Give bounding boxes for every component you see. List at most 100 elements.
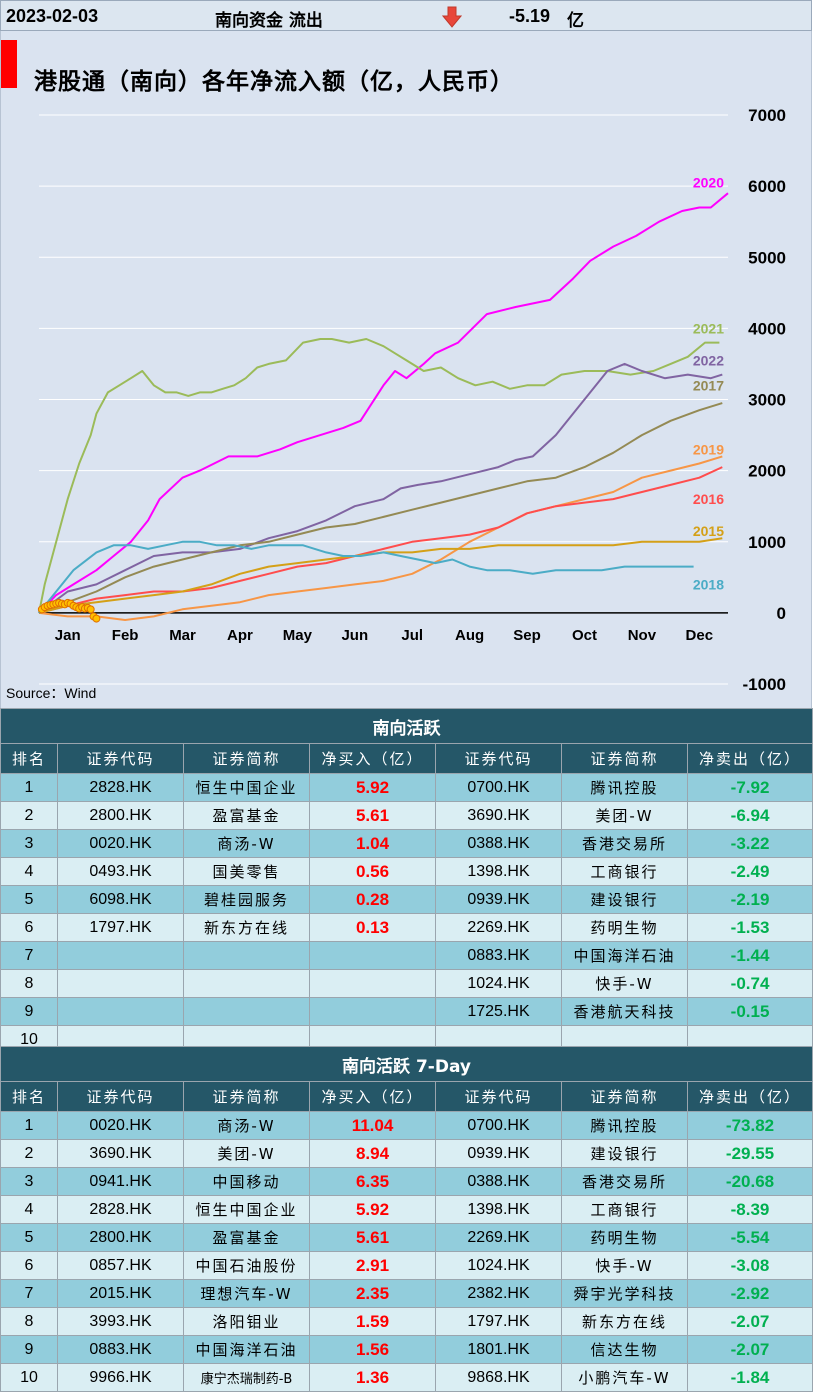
sell-name-cell: 舜宇光学科技 [561,1279,688,1308]
rank-cell: 5 [0,1223,58,1252]
column-header: 证券代码 [435,1081,562,1112]
net-sell-cell: -0.74 [686,969,814,998]
buy-name-cell: 国美零售 [183,857,310,886]
net-buy-cell: 1.04 [309,829,436,858]
net-buy-cell: 1.56 [309,1335,436,1364]
series-line [38,192,729,614]
buy-code-cell: 2800.HK [57,1223,184,1252]
net-sell-cell: -3.22 [686,829,814,858]
sell-code-cell: 1398.HK [435,1195,562,1224]
series-line [38,402,723,614]
series-label: 2022 [693,352,724,368]
buy-name-cell: 中国海洋石油 [183,1335,310,1364]
table-row: 8 1024.HK 快手-W -0.74 [0,969,814,998]
x-tick-label: Sep [513,627,541,644]
sell-code-cell: 1024.HK [435,969,562,998]
rank-cell: 9 [0,997,58,1026]
buy-name-cell: 盈富基金 [183,1223,310,1252]
buy-name-cell: 恒生中国企业 [183,773,310,802]
y-tick-label: -1000 [743,675,786,694]
column-header: 净卖出（亿） [686,1081,814,1112]
net-buy-cell: 5.92 [309,773,436,802]
buy-name-cell: 理想汽车-W [183,1279,310,1308]
series-line [38,338,720,614]
table-row: 5 2800.HK 盈富基金 5.61 2269.HK 药明生物 -5.54 [0,1223,814,1252]
rank-cell: 8 [0,1307,58,1336]
net-sell-cell: -2.19 [686,885,814,914]
flow-unit: 亿 [567,11,584,31]
date-label: 2023-02-03 [6,6,99,26]
net-buy-cell: 6.35 [309,1167,436,1196]
buy-code-cell: 0857.HK [57,1251,184,1280]
series-label: 2015 [693,523,724,539]
table-title: 南向活跃 [0,708,814,744]
buy-name-cell: 恒生中国企业 [183,1195,310,1224]
sell-code-cell: 2269.HK [435,913,562,942]
series-point [86,605,95,614]
net-buy-cell: 11.04 [309,1111,436,1140]
column-header: 证券代码 [57,1081,184,1112]
series-point [92,614,101,623]
buy-code-cell: 6098.HK [57,885,184,914]
buy-name-cell: 美团-W [183,1139,310,1168]
buy-code-cell: 0020.HK [57,1111,184,1140]
net-buy-cell: 2.91 [309,1251,436,1280]
table-title-row: 南向活跃 7-Day [0,1046,814,1082]
table-row: 4 2828.HK 恒生中国企业 5.92 1398.HK 工商银行 -8.39 [0,1195,814,1224]
net-sell-cell: -2.07 [686,1335,814,1364]
column-header: 证券代码 [435,743,562,774]
table-row: 4 0493.HK 国美零售 0.56 1398.HK 工商银行 -2.49 [0,857,814,886]
sell-code-cell: 2382.HK [435,1279,562,1308]
table-header-row: 排名 证券代码 证券简称 净买入（亿） 证券代码 证券简称 净卖出（亿） [0,1081,814,1112]
rank-cell: 1 [0,773,58,802]
rank-cell: 4 [0,857,58,886]
net-sell-cell: -1.53 [686,913,814,942]
sell-name-cell: 新东方在线 [561,1307,688,1336]
sell-name-cell: 美团-W [561,801,688,830]
buy-code-cell [57,969,184,998]
buy-name-cell [183,969,310,998]
net-buy-cell: 5.92 [309,1195,436,1224]
x-tick-label: Dec [686,627,714,644]
buy-name-cell: 中国石油股份 [183,1251,310,1280]
x-tick-label: May [283,627,313,644]
series-line [38,540,694,614]
top-summary-bar: 2023-02-03 南向资金 流出 -5.19 亿 [0,0,812,31]
net-buy-cell [309,941,436,970]
rank-cell: 5 [0,885,58,914]
sell-name-cell: 快手-W [561,1251,688,1280]
net-buy-cell: 5.61 [309,1223,436,1252]
buy-code-cell: 0941.HK [57,1167,184,1196]
series-line [38,455,723,621]
net-sell-cell: -3.08 [686,1251,814,1280]
net-sell-cell: -0.15 [686,997,814,1026]
sell-name-cell: 腾讯控股 [561,1111,688,1140]
net-sell-cell: -20.68 [686,1167,814,1196]
column-header: 证券代码 [57,743,184,774]
buy-code-cell: 2828.HK [57,773,184,802]
rank-cell: 10 [0,1363,58,1392]
buy-code-cell: 1797.HK [57,913,184,942]
column-header: 排名 [0,743,58,774]
column-header: 净卖出（亿） [686,743,814,774]
red-down-arrow-icon [442,6,462,28]
table-row: 1 2828.HK 恒生中国企业 5.92 0700.HK 腾讯控股 -7.92 [0,773,814,802]
sell-code-cell: 0700.HK [435,1111,562,1140]
flow-label: 南向资金 流出 [215,11,323,31]
sell-code-cell: 1398.HK [435,857,562,886]
table-row: 8 3993.HK 洛阳钼业 1.59 1797.HK 新东方在线 -2.07 [0,1307,814,1336]
y-tick-label: 3000 [748,391,786,410]
sell-name-cell: 药明生物 [561,1223,688,1252]
buy-code-cell: 0493.HK [57,857,184,886]
y-tick-label: 1000 [748,533,786,552]
rank-cell: 7 [0,941,58,970]
source-note: Source：Wind [6,685,97,701]
net-sell-cell: -73.82 [686,1111,814,1140]
y-tick-label: 4000 [748,319,786,338]
chart-panel: 港股通（南向）各年净流入额（亿，人民币） 7000 6000 5000 4000 300… [0,31,812,708]
southbound-active-table: 南向活跃 排名 证券代码 证券简称 净买入（亿） 证券代码 证券简称 净卖出（亿） 1 2828.… [0,708,814,1054]
net-sell-cell: -8.39 [686,1195,814,1224]
column-header: 净买入（亿） [309,743,436,774]
buy-name-cell: 中国移动 [183,1167,310,1196]
x-tick-label: Mar [169,627,196,644]
